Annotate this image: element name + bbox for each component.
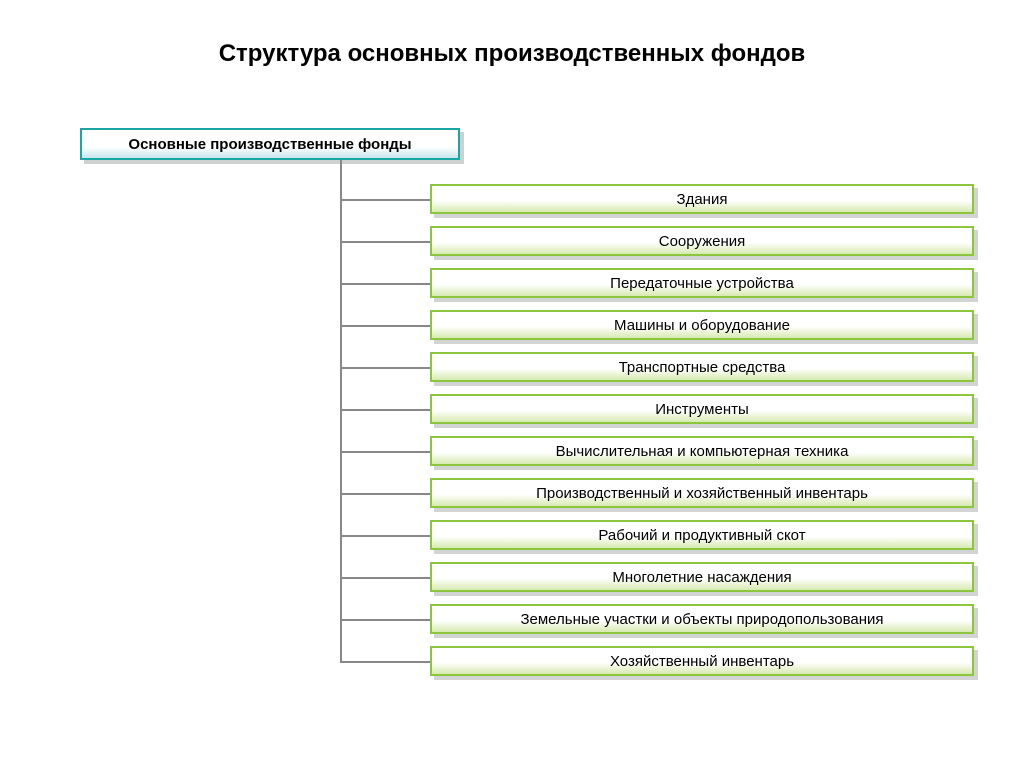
tree-branch bbox=[340, 199, 430, 201]
item-label: Многолетние насаждения bbox=[430, 562, 974, 592]
item-row: Инструменты bbox=[340, 388, 974, 430]
item-row: Сооружения bbox=[340, 220, 974, 262]
tree-branch bbox=[340, 409, 430, 411]
item-row: Машины и оборудование bbox=[340, 304, 974, 346]
item-node: Вычислительная и компьютерная техника bbox=[430, 436, 974, 466]
item-row: Транспортные средства bbox=[340, 346, 974, 388]
item-label: Сооружения bbox=[430, 226, 974, 256]
item-label: Машины и оборудование bbox=[430, 310, 974, 340]
item-label: Хозяйственный инвентарь bbox=[430, 646, 974, 676]
tree-branch bbox=[340, 283, 430, 285]
item-node: Машины и оборудование bbox=[430, 310, 974, 340]
tree-area: Здания Сооружения Передаточные устройства М… bbox=[340, 160, 974, 682]
root-label: Основные производственные фонды bbox=[80, 128, 460, 160]
item-node: Здания bbox=[430, 184, 974, 214]
item-row: Многолетние насаждения bbox=[340, 556, 974, 598]
slide: Структура основных производственных фонд… bbox=[0, 0, 1024, 767]
item-row: Рабочий и продуктивный скот bbox=[340, 514, 974, 556]
item-label: Вычислительная и компьютерная техника bbox=[430, 436, 974, 466]
item-list: Здания Сооружения Передаточные устройства М… bbox=[340, 160, 974, 682]
tree-branch bbox=[340, 325, 430, 327]
root-node: Основные производственные фонды bbox=[80, 128, 460, 160]
item-row: Земельные участки и объекты природопольз… bbox=[340, 598, 974, 640]
tree-branch bbox=[340, 367, 430, 369]
item-node: Передаточные устройства bbox=[430, 268, 974, 298]
item-row: Хозяйственный инвентарь bbox=[340, 640, 974, 682]
item-node: Хозяйственный инвентарь bbox=[430, 646, 974, 676]
item-label: Передаточные устройства bbox=[430, 268, 974, 298]
tree-branch bbox=[340, 241, 430, 243]
tree-branch bbox=[340, 619, 430, 621]
page-title: Структура основных производственных фонд… bbox=[50, 40, 974, 68]
item-node: Рабочий и продуктивный скот bbox=[430, 520, 974, 550]
item-node: Многолетние насаждения bbox=[430, 562, 974, 592]
item-node: Инструменты bbox=[430, 394, 974, 424]
tree-branch bbox=[340, 577, 430, 579]
tree-branch bbox=[340, 451, 430, 453]
item-label: Рабочий и продуктивный скот bbox=[430, 520, 974, 550]
item-row: Производственный и хозяйственный инвента… bbox=[340, 472, 974, 514]
item-label: Производственный и хозяйственный инвента… bbox=[430, 478, 974, 508]
item-node: Земельные участки и объекты природопольз… bbox=[430, 604, 974, 634]
item-node: Транспортные средства bbox=[430, 352, 974, 382]
diagram: Основные производственные фонды Здания Со… bbox=[80, 128, 974, 682]
item-label: Здания bbox=[430, 184, 974, 214]
item-label: Транспортные средства bbox=[430, 352, 974, 382]
item-row: Здания bbox=[340, 178, 974, 220]
item-row: Передаточные устройства bbox=[340, 262, 974, 304]
tree-branch bbox=[340, 493, 430, 495]
item-node: Сооружения bbox=[430, 226, 974, 256]
tree-branch bbox=[340, 535, 430, 537]
item-label: Земельные участки и объекты природопольз… bbox=[430, 604, 974, 634]
item-label: Инструменты bbox=[430, 394, 974, 424]
tree-branch bbox=[340, 661, 430, 663]
item-node: Производственный и хозяйственный инвента… bbox=[430, 478, 974, 508]
item-row: Вычислительная и компьютерная техника bbox=[340, 430, 974, 472]
